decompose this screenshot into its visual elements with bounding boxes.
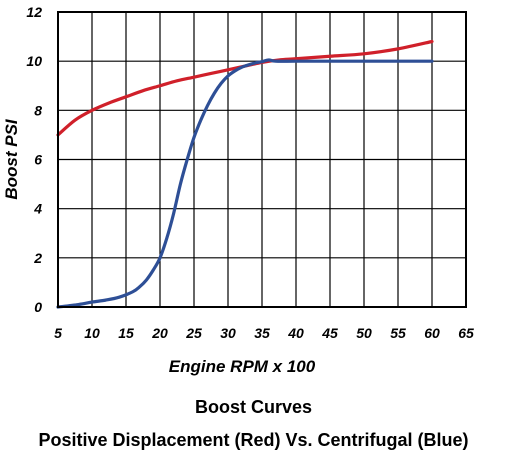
y-tick-label: 0 xyxy=(34,299,42,315)
series-line-red xyxy=(56,39,434,137)
x-axis-label: Engine RPM x 100 xyxy=(169,357,316,376)
boost-chart: 5 10 15 20 25 30 35 40 45 50 55 60 65 0 2 4 6 8 10 12 Engi… xyxy=(2,4,474,376)
y-axis-label: Boost PSI xyxy=(2,118,21,200)
y-tick-labels: 0 2 4 6 8 10 12 xyxy=(26,4,42,315)
x-tick-label: 60 xyxy=(424,325,440,341)
series-group xyxy=(56,39,434,309)
x-tick-label: 20 xyxy=(151,325,168,341)
x-tick-label: 35 xyxy=(254,325,270,341)
x-tick-label: 45 xyxy=(321,325,338,341)
x-tick-label: 30 xyxy=(220,325,236,341)
chart-title: Boost Curves xyxy=(194,397,313,417)
x-tick-label: 15 xyxy=(118,325,134,341)
plot-frame xyxy=(57,11,467,308)
y-tick-label: 6 xyxy=(34,152,42,168)
x-tick-label: 5 xyxy=(54,325,62,341)
x-tick-label: 55 xyxy=(390,325,406,341)
x-tick-label: 10 xyxy=(84,325,100,341)
x-tick-label: 40 xyxy=(287,325,304,341)
y-tick-label: 2 xyxy=(33,250,42,266)
y-tick-label: 8 xyxy=(34,102,42,118)
y-tick-label: 12 xyxy=(26,4,42,20)
x-tick-label: 25 xyxy=(185,325,202,341)
series-line-blue xyxy=(56,58,434,309)
y-tick-label: 4 xyxy=(33,201,42,217)
x-tick-label: 50 xyxy=(356,325,372,341)
y-tick-label: 10 xyxy=(26,53,42,69)
x-tick-labels: 5 10 15 20 25 30 35 40 45 50 55 60 65 xyxy=(54,325,474,341)
x-tick-label: 65 xyxy=(458,325,474,341)
grid xyxy=(57,11,467,308)
chart-subtitle: Positive Displacement (Red) Vs. Centrifu… xyxy=(38,430,469,450)
